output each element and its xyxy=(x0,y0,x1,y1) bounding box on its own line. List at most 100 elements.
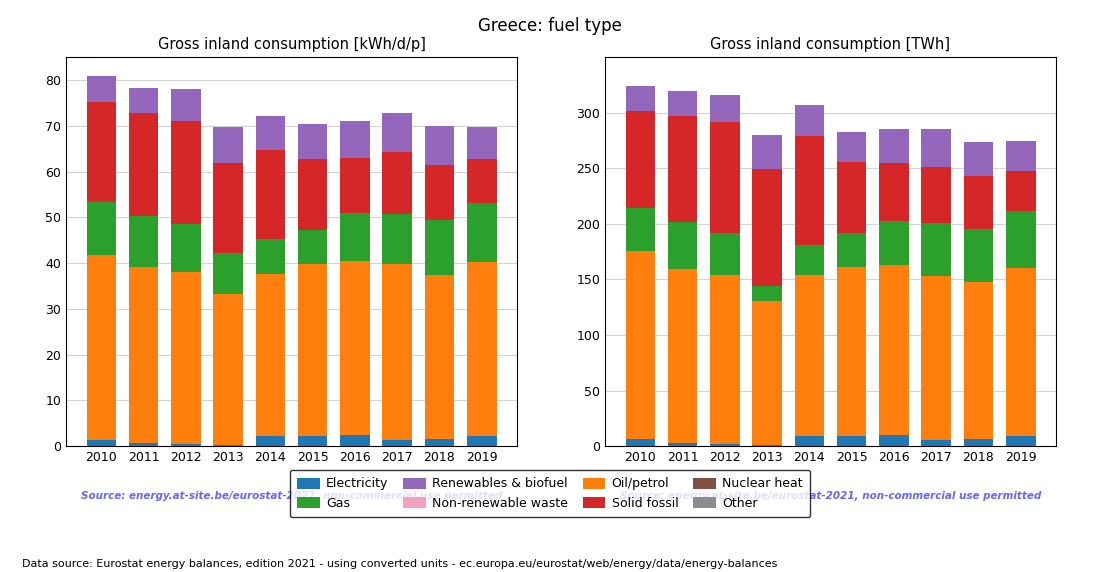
Bar xyxy=(710,95,739,122)
Bar xyxy=(255,116,285,150)
Bar xyxy=(1005,210,1035,268)
Bar xyxy=(752,286,782,300)
Bar xyxy=(837,132,867,162)
Bar xyxy=(255,239,285,273)
Bar xyxy=(87,255,117,440)
Bar xyxy=(129,216,158,267)
Bar xyxy=(87,102,117,202)
Bar xyxy=(668,269,697,443)
Bar xyxy=(255,150,285,239)
Bar xyxy=(129,113,158,216)
Bar xyxy=(340,261,370,435)
Bar xyxy=(425,165,454,220)
Bar xyxy=(626,208,656,251)
Bar xyxy=(668,443,697,446)
Title: Gross inland consumption [TWh]: Gross inland consumption [TWh] xyxy=(711,37,950,52)
Bar xyxy=(466,262,496,436)
Bar xyxy=(425,220,454,275)
Bar xyxy=(383,113,412,152)
Bar xyxy=(668,116,697,223)
Bar xyxy=(964,142,993,176)
Bar xyxy=(425,126,454,165)
Bar xyxy=(837,162,867,233)
Bar xyxy=(255,436,285,446)
Bar xyxy=(213,445,243,446)
Bar xyxy=(1005,141,1035,170)
Bar xyxy=(626,110,656,208)
Bar xyxy=(879,265,909,435)
Title: Gross inland consumption [kWh/d/p]: Gross inland consumption [kWh/d/p] xyxy=(157,37,426,52)
Bar xyxy=(626,251,656,439)
Bar xyxy=(752,135,782,169)
Bar xyxy=(879,221,909,265)
Bar xyxy=(668,91,697,116)
Bar xyxy=(964,281,993,439)
Text: Greece: fuel type: Greece: fuel type xyxy=(478,17,622,35)
Bar xyxy=(298,125,328,159)
Bar xyxy=(129,88,158,113)
Bar xyxy=(466,127,496,159)
Bar xyxy=(255,273,285,436)
Bar xyxy=(710,122,739,233)
Bar xyxy=(794,436,824,446)
Bar xyxy=(213,294,243,445)
Bar xyxy=(1005,436,1035,446)
Bar xyxy=(129,267,158,443)
Text: Source: energy.at-site.be/eurostat-2021, non-commercial use permitted: Source: energy.at-site.be/eurostat-2021,… xyxy=(81,491,502,501)
Bar xyxy=(922,166,952,223)
Bar xyxy=(87,202,117,255)
Bar xyxy=(340,213,370,261)
Bar xyxy=(837,436,867,446)
Bar xyxy=(466,436,496,446)
Bar xyxy=(964,439,993,446)
Bar xyxy=(964,176,993,229)
Bar xyxy=(170,272,200,444)
Bar xyxy=(129,443,158,446)
Bar xyxy=(922,440,952,446)
Bar xyxy=(879,435,909,446)
Bar xyxy=(879,163,909,221)
Text: Source: energy.at-site.be/eurostat-2021, non-commercial use permitted: Source: energy.at-site.be/eurostat-2021,… xyxy=(620,491,1041,501)
Bar xyxy=(340,121,370,158)
Text: Data source: Eurostat energy balances, edition 2021 - using converted units - ec: Data source: Eurostat energy balances, e… xyxy=(22,559,778,569)
Bar xyxy=(922,223,952,276)
Bar xyxy=(298,264,328,436)
Bar xyxy=(87,440,117,446)
Bar xyxy=(964,229,993,281)
Bar xyxy=(170,89,200,121)
Legend: Electricity, Gas, Renewables & biofuel, Non-renewable waste, Oil/petrol, Solid f: Electricity, Gas, Renewables & biofuel, … xyxy=(289,470,811,517)
Bar xyxy=(213,253,243,294)
Bar xyxy=(383,214,412,264)
Bar xyxy=(170,121,200,224)
Bar xyxy=(922,276,952,440)
Bar xyxy=(752,445,782,446)
Bar xyxy=(466,202,496,262)
Bar xyxy=(626,439,656,446)
Bar xyxy=(213,127,243,164)
Bar xyxy=(710,233,739,275)
Bar xyxy=(213,164,243,253)
Bar xyxy=(298,230,328,264)
Bar xyxy=(752,300,782,445)
Bar xyxy=(425,275,454,439)
Bar xyxy=(879,129,909,163)
Bar xyxy=(383,152,412,214)
Bar xyxy=(794,105,824,136)
Bar xyxy=(794,275,824,436)
Bar xyxy=(1005,268,1035,436)
Bar xyxy=(466,159,496,202)
Bar xyxy=(87,77,117,102)
Bar xyxy=(626,86,656,110)
Bar xyxy=(298,436,328,446)
Bar xyxy=(837,267,867,436)
Bar xyxy=(922,129,952,166)
Bar xyxy=(710,444,739,446)
Bar xyxy=(794,245,824,275)
Bar xyxy=(170,444,200,446)
Bar xyxy=(170,224,200,272)
Bar xyxy=(837,233,867,267)
Bar xyxy=(752,169,782,286)
Bar xyxy=(383,440,412,446)
Bar xyxy=(1005,170,1035,210)
Bar xyxy=(794,136,824,245)
